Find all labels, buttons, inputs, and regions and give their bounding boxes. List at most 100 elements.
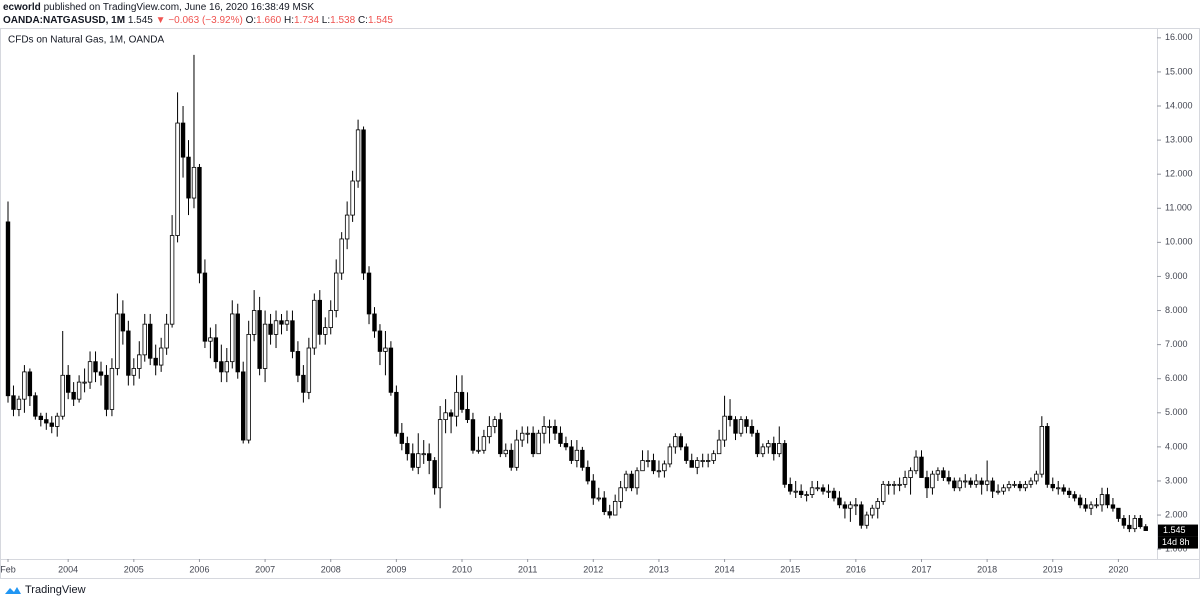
x-tick-label: Feb [0, 564, 16, 574]
ohlc-label: O: [245, 15, 257, 26]
candle-body [301, 374, 306, 393]
candle-body [782, 443, 787, 485]
y-tick-label: 9.000 [1165, 271, 1188, 281]
candle-body [1083, 504, 1088, 509]
candle-body [333, 272, 339, 311]
candle-body [618, 487, 623, 502]
candle-body [355, 129, 361, 182]
candle-body [49, 422, 54, 427]
candle-body [1066, 490, 1072, 495]
candle-body [361, 129, 366, 274]
x-tick-label: 2016 [846, 564, 866, 574]
candle-body [591, 480, 596, 499]
candle-body [569, 446, 574, 461]
candle-body [44, 419, 49, 424]
candle-body [65, 374, 71, 393]
candle-body [22, 371, 27, 400]
candle-body [164, 323, 169, 349]
candle-body [1105, 494, 1110, 506]
candle-body [514, 439, 519, 468]
candle-body [870, 507, 875, 516]
candle-body [372, 313, 377, 332]
candle-body [1012, 483, 1017, 486]
candle-body [727, 415, 733, 421]
candle-body [837, 497, 842, 506]
y-tick-label: 4.000 [1165, 441, 1188, 451]
candle-body [1072, 494, 1077, 499]
candle-body [766, 443, 771, 448]
candle-body [5, 221, 11, 397]
chart: CFDs on Natural Gas, 1M, OANDA 1.0002.00… [0, 28, 1200, 579]
change: ▼ −0.063 (−3.92%) [155, 15, 243, 26]
candle-body [169, 235, 175, 325]
candle-body [678, 436, 684, 448]
candle-body [284, 320, 290, 325]
candle-body [629, 473, 634, 489]
footer: TradingView [4, 584, 86, 596]
y-tick-label: 3.000 [1165, 475, 1188, 485]
candle-body [241, 371, 246, 441]
y-tick-label: 2.000 [1165, 509, 1188, 519]
candle-body [656, 470, 662, 473]
last-price: 1.545 [127, 15, 153, 26]
candle-body [416, 453, 421, 468]
candle-body [1116, 507, 1121, 519]
x-tick-label: 2014 [715, 564, 735, 574]
candle-body [886, 483, 891, 486]
candle-body [760, 446, 766, 455]
candle-body [662, 463, 667, 472]
candle-body [180, 122, 186, 158]
candle-body [148, 323, 153, 359]
candle-body [27, 371, 33, 397]
candle-body [612, 501, 618, 516]
candle-body [684, 446, 689, 461]
candle-body [11, 395, 16, 410]
candle-body [1023, 483, 1028, 489]
candle-body [902, 477, 908, 485]
candle-body [16, 398, 22, 410]
candle-body [323, 327, 328, 335]
symbol: OANDA:NATGASUSD, 1M [3, 15, 126, 26]
ohlc-value: 1.660 [256, 15, 282, 26]
candle-body [552, 426, 558, 434]
candle-body [1001, 487, 1006, 492]
candle-body [208, 337, 213, 342]
candle-body [815, 487, 820, 490]
candle-body [640, 460, 645, 472]
y-tick-label: 16.000 [1165, 32, 1193, 42]
candle-body [1017, 483, 1023, 489]
candle-body [257, 310, 262, 369]
candle-body [596, 497, 601, 500]
x-tick-label: 2017 [911, 564, 931, 574]
candle-body [1050, 483, 1055, 489]
candle-body [251, 310, 257, 335]
candle-body [946, 477, 952, 482]
chart-frame [0, 28, 1200, 579]
candle-body [733, 419, 738, 434]
candle-body [1039, 426, 1045, 475]
candle-body [87, 361, 93, 383]
candle-body [913, 456, 919, 472]
x-tick-label: 2004 [58, 564, 78, 574]
candle-body [695, 460, 700, 468]
candle-body [1143, 526, 1148, 531]
candle-body [673, 436, 678, 448]
candle-body [831, 490, 837, 499]
candle-body [530, 432, 536, 455]
brand: TradingView [25, 584, 86, 596]
candle-body [547, 426, 552, 428]
candle-body [142, 323, 147, 356]
candle-body [235, 313, 240, 373]
candle-body [465, 408, 470, 421]
brand-logo [5, 587, 21, 594]
y-tick-label: 12.000 [1165, 169, 1193, 179]
candle-body [924, 477, 930, 489]
candle-body [104, 374, 109, 410]
candle-body [295, 351, 301, 376]
candle-body [503, 449, 508, 455]
x-tick-label: 2011 [518, 564, 537, 574]
candle-body [968, 480, 973, 485]
candle-body [1099, 494, 1105, 506]
candle-body [421, 453, 426, 456]
candle-body [580, 449, 585, 468]
